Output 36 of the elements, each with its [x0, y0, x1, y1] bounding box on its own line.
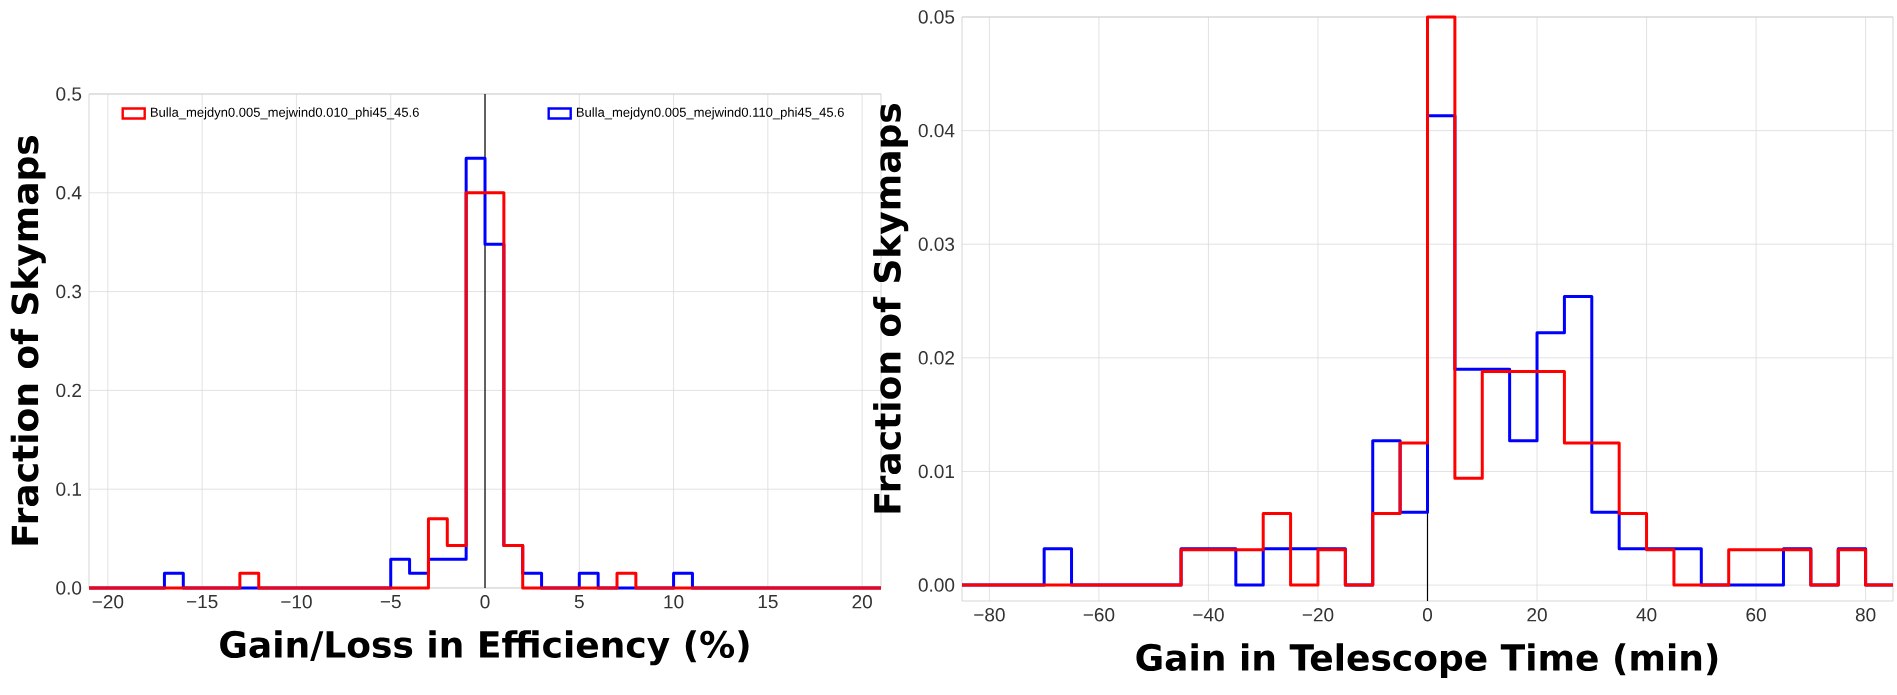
y-tick-label: 0.3 [56, 284, 82, 299]
x-tick-label: −60 [1083, 608, 1115, 622]
x-tick-label: −80 [974, 608, 1005, 622]
legend-label: Bulla_mejdyn0.005_mejwind0.110_phi45_45.6 [576, 107, 844, 120]
x-tick-label: 10 [664, 595, 684, 609]
x-tick-label: 20 [852, 595, 872, 609]
x-tick-label: 5 [574, 595, 584, 609]
x-tick-label: −15 [186, 595, 218, 609]
y-tick-label: 0.5 [56, 87, 82, 101]
y-axis-title: Fraction of Skymaps [873, 103, 909, 513]
x-tick-label: −40 [1193, 608, 1224, 622]
y-tick-label: 0.0 [56, 581, 82, 595]
x-tick-label: 80 [1855, 608, 1876, 622]
x-tick-label: 0 [480, 595, 490, 609]
x-tick-label: 20 [1527, 608, 1547, 622]
x-tick-label: −10 [281, 595, 312, 609]
y-axis-title: Fraction of Skymaps [10, 135, 46, 545]
y-tick-label: 0.2 [56, 383, 82, 398]
x-tick-label: −5 [380, 595, 401, 609]
y-tick-label: 0.02 [918, 351, 954, 365]
x-tick-label: −20 [1302, 608, 1334, 622]
y-tick-label: 0.03 [918, 237, 955, 251]
y-tick-label: 0.05 [918, 10, 955, 24]
x-tick-label: 60 [1746, 608, 1766, 622]
x-tick-label: 15 [758, 595, 778, 609]
y-tick-label: 0.4 [56, 186, 82, 200]
y-tick-label: 0.04 [918, 123, 955, 138]
x-tick-label: 0 [1422, 608, 1433, 622]
x-tick-label: −20 [92, 595, 124, 609]
y-tick-label: 0.01 [918, 464, 954, 479]
y-tick-label: 0.1 [56, 482, 82, 496]
x-axis-title: Gain/Loss in Efficiency (%) [220, 630, 749, 666]
legend-label: Bulla_mejdyn0.005_mejwind0.010_phi45_45.6 [150, 107, 419, 120]
x-axis-title: Gain in Telescope Time (min) [1136, 643, 1718, 679]
x-tick-label: 40 [1636, 608, 1657, 622]
y-tick-label: 0.00 [918, 578, 955, 592]
